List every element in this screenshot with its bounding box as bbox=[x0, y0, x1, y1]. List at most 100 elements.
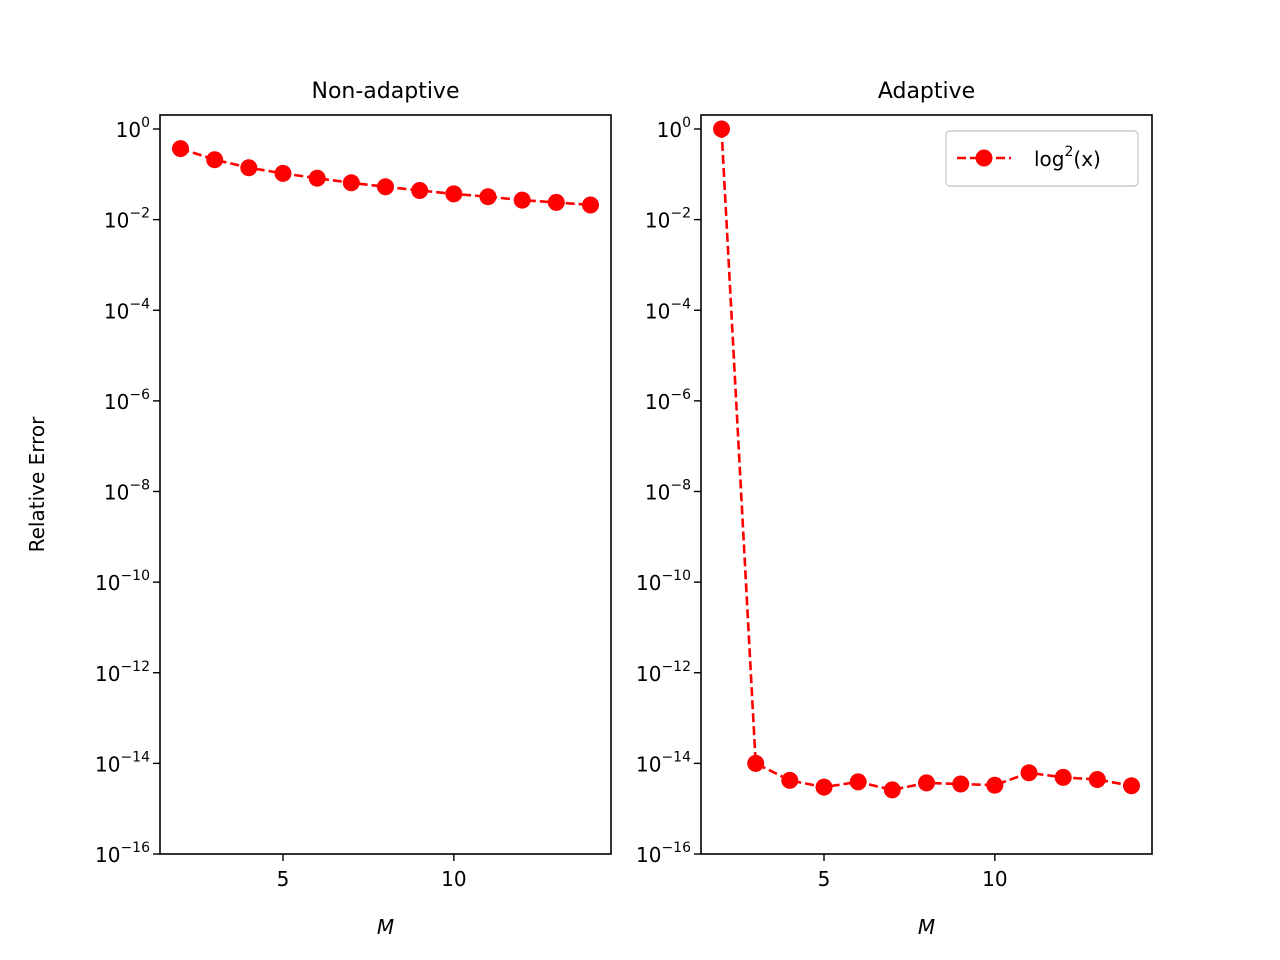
data-point bbox=[274, 164, 292, 182]
data-point bbox=[377, 178, 394, 196]
data-point bbox=[206, 151, 224, 169]
y-tick-exponent: −14 bbox=[120, 749, 150, 765]
axes-frame bbox=[700, 114, 1153, 855]
y-tick-base: 10 bbox=[95, 571, 120, 595]
y-tick-label: 100 bbox=[116, 115, 150, 142]
y-tick-exponent: −16 bbox=[120, 840, 150, 856]
y-tick-base: 10 bbox=[116, 118, 141, 142]
y-tick-exponent: −14 bbox=[661, 749, 691, 765]
data-point bbox=[342, 174, 360, 192]
data-point bbox=[1088, 771, 1106, 788]
y-tick-base: 10 bbox=[95, 662, 120, 686]
y-tick-base: 10 bbox=[104, 390, 129, 414]
data-point bbox=[918, 774, 935, 792]
y-tick-exponent: −6 bbox=[129, 387, 150, 403]
y-tick-base: 10 bbox=[645, 299, 670, 323]
legend: log2(x) bbox=[945, 130, 1139, 187]
x-tick-label: 10 bbox=[441, 867, 466, 891]
legend-label-sup: 2 bbox=[1065, 144, 1074, 160]
legend-label: log2(x) bbox=[1034, 144, 1101, 171]
data-point bbox=[308, 169, 326, 187]
data-point bbox=[445, 185, 463, 203]
y-tick-base: 10 bbox=[636, 752, 661, 776]
y-tick-base: 10 bbox=[636, 571, 661, 595]
axes-frame bbox=[159, 114, 612, 855]
x-tick-label: 10 bbox=[982, 867, 1007, 891]
y-tick-exponent: −12 bbox=[120, 659, 150, 675]
y-tick-label: 10−10 bbox=[95, 568, 150, 595]
y-tick-base: 10 bbox=[636, 662, 661, 686]
data-point bbox=[513, 191, 531, 209]
y-tick-exponent: 0 bbox=[141, 115, 150, 131]
y-tick-label: 10−6 bbox=[104, 387, 150, 414]
x-tick-label: 5 bbox=[818, 867, 831, 891]
legend-marker-icon bbox=[975, 149, 993, 167]
y-tick-exponent: −10 bbox=[661, 568, 691, 584]
x-axis-label: M bbox=[377, 915, 394, 939]
y-tick-label: 10−16 bbox=[95, 840, 150, 867]
y-tick-label: 10−14 bbox=[636, 749, 691, 776]
chart-title: Adaptive bbox=[878, 79, 975, 104]
data-point bbox=[479, 188, 497, 206]
data-point bbox=[1054, 768, 1072, 786]
y-tick-label: 10−8 bbox=[645, 478, 691, 505]
data-point bbox=[815, 778, 833, 796]
y-axis-label: Relative Error bbox=[25, 416, 49, 553]
chart-title: Non-adaptive bbox=[312, 79, 460, 104]
data-point bbox=[582, 196, 599, 214]
y-tick-label: 10−2 bbox=[104, 206, 150, 233]
data-point bbox=[1020, 764, 1038, 782]
data-point bbox=[781, 771, 799, 789]
data-point bbox=[547, 193, 565, 211]
y-tick-base: 10 bbox=[104, 299, 129, 323]
y-tick-base: 10 bbox=[636, 843, 661, 867]
y-tick-label: 10−14 bbox=[95, 749, 150, 776]
legend-box bbox=[945, 130, 1139, 187]
y-tick-base: 10 bbox=[95, 843, 120, 867]
y-tick-exponent: 0 bbox=[682, 115, 691, 131]
legend-label-base: log bbox=[1034, 147, 1065, 171]
x-axis-label: M bbox=[918, 915, 935, 939]
y-tick-base: 10 bbox=[645, 390, 670, 414]
y-tick-base: 10 bbox=[104, 481, 129, 505]
y-tick-base: 10 bbox=[645, 481, 670, 505]
y-tick-exponent: −2 bbox=[670, 206, 691, 222]
y-tick-exponent: −8 bbox=[670, 478, 691, 494]
y-tick-exponent: −2 bbox=[129, 206, 150, 222]
data-point bbox=[713, 120, 730, 138]
y-tick-label: 10−4 bbox=[104, 296, 150, 323]
y-tick-label: 10−12 bbox=[636, 659, 691, 686]
data-point bbox=[172, 140, 189, 158]
data-point bbox=[240, 159, 258, 177]
y-tick-exponent: −8 bbox=[129, 478, 150, 494]
y-tick-label: 10−2 bbox=[645, 206, 691, 233]
y-tick-exponent: −10 bbox=[120, 568, 150, 584]
y-tick-exponent: −16 bbox=[661, 840, 691, 856]
legend-label-arg: (x) bbox=[1073, 147, 1100, 171]
y-tick-label: 10−6 bbox=[645, 387, 691, 414]
y-tick-label: 10−16 bbox=[636, 840, 691, 867]
data-point bbox=[986, 776, 1004, 794]
data-point bbox=[952, 775, 970, 793]
y-tick-exponent: −6 bbox=[670, 387, 691, 403]
y-tick-base: 10 bbox=[95, 752, 120, 776]
y-tick-label: 10−8 bbox=[104, 478, 150, 505]
data-point bbox=[849, 773, 867, 791]
x-tick-label: 5 bbox=[277, 867, 290, 891]
data-point bbox=[411, 182, 429, 199]
y-tick-label: 10−12 bbox=[95, 659, 150, 686]
data-point bbox=[747, 754, 765, 772]
y-tick-label: 100 bbox=[657, 115, 691, 142]
y-tick-label: 10−4 bbox=[645, 296, 691, 323]
y-tick-exponent: −12 bbox=[661, 659, 691, 675]
y-tick-exponent: −4 bbox=[670, 296, 691, 312]
data-point bbox=[883, 781, 901, 799]
y-tick-base: 10 bbox=[104, 209, 129, 233]
y-tick-base: 10 bbox=[645, 209, 670, 233]
data-point bbox=[1123, 777, 1140, 795]
y-tick-base: 10 bbox=[657, 118, 682, 142]
y-tick-label: 10−10 bbox=[636, 568, 691, 595]
